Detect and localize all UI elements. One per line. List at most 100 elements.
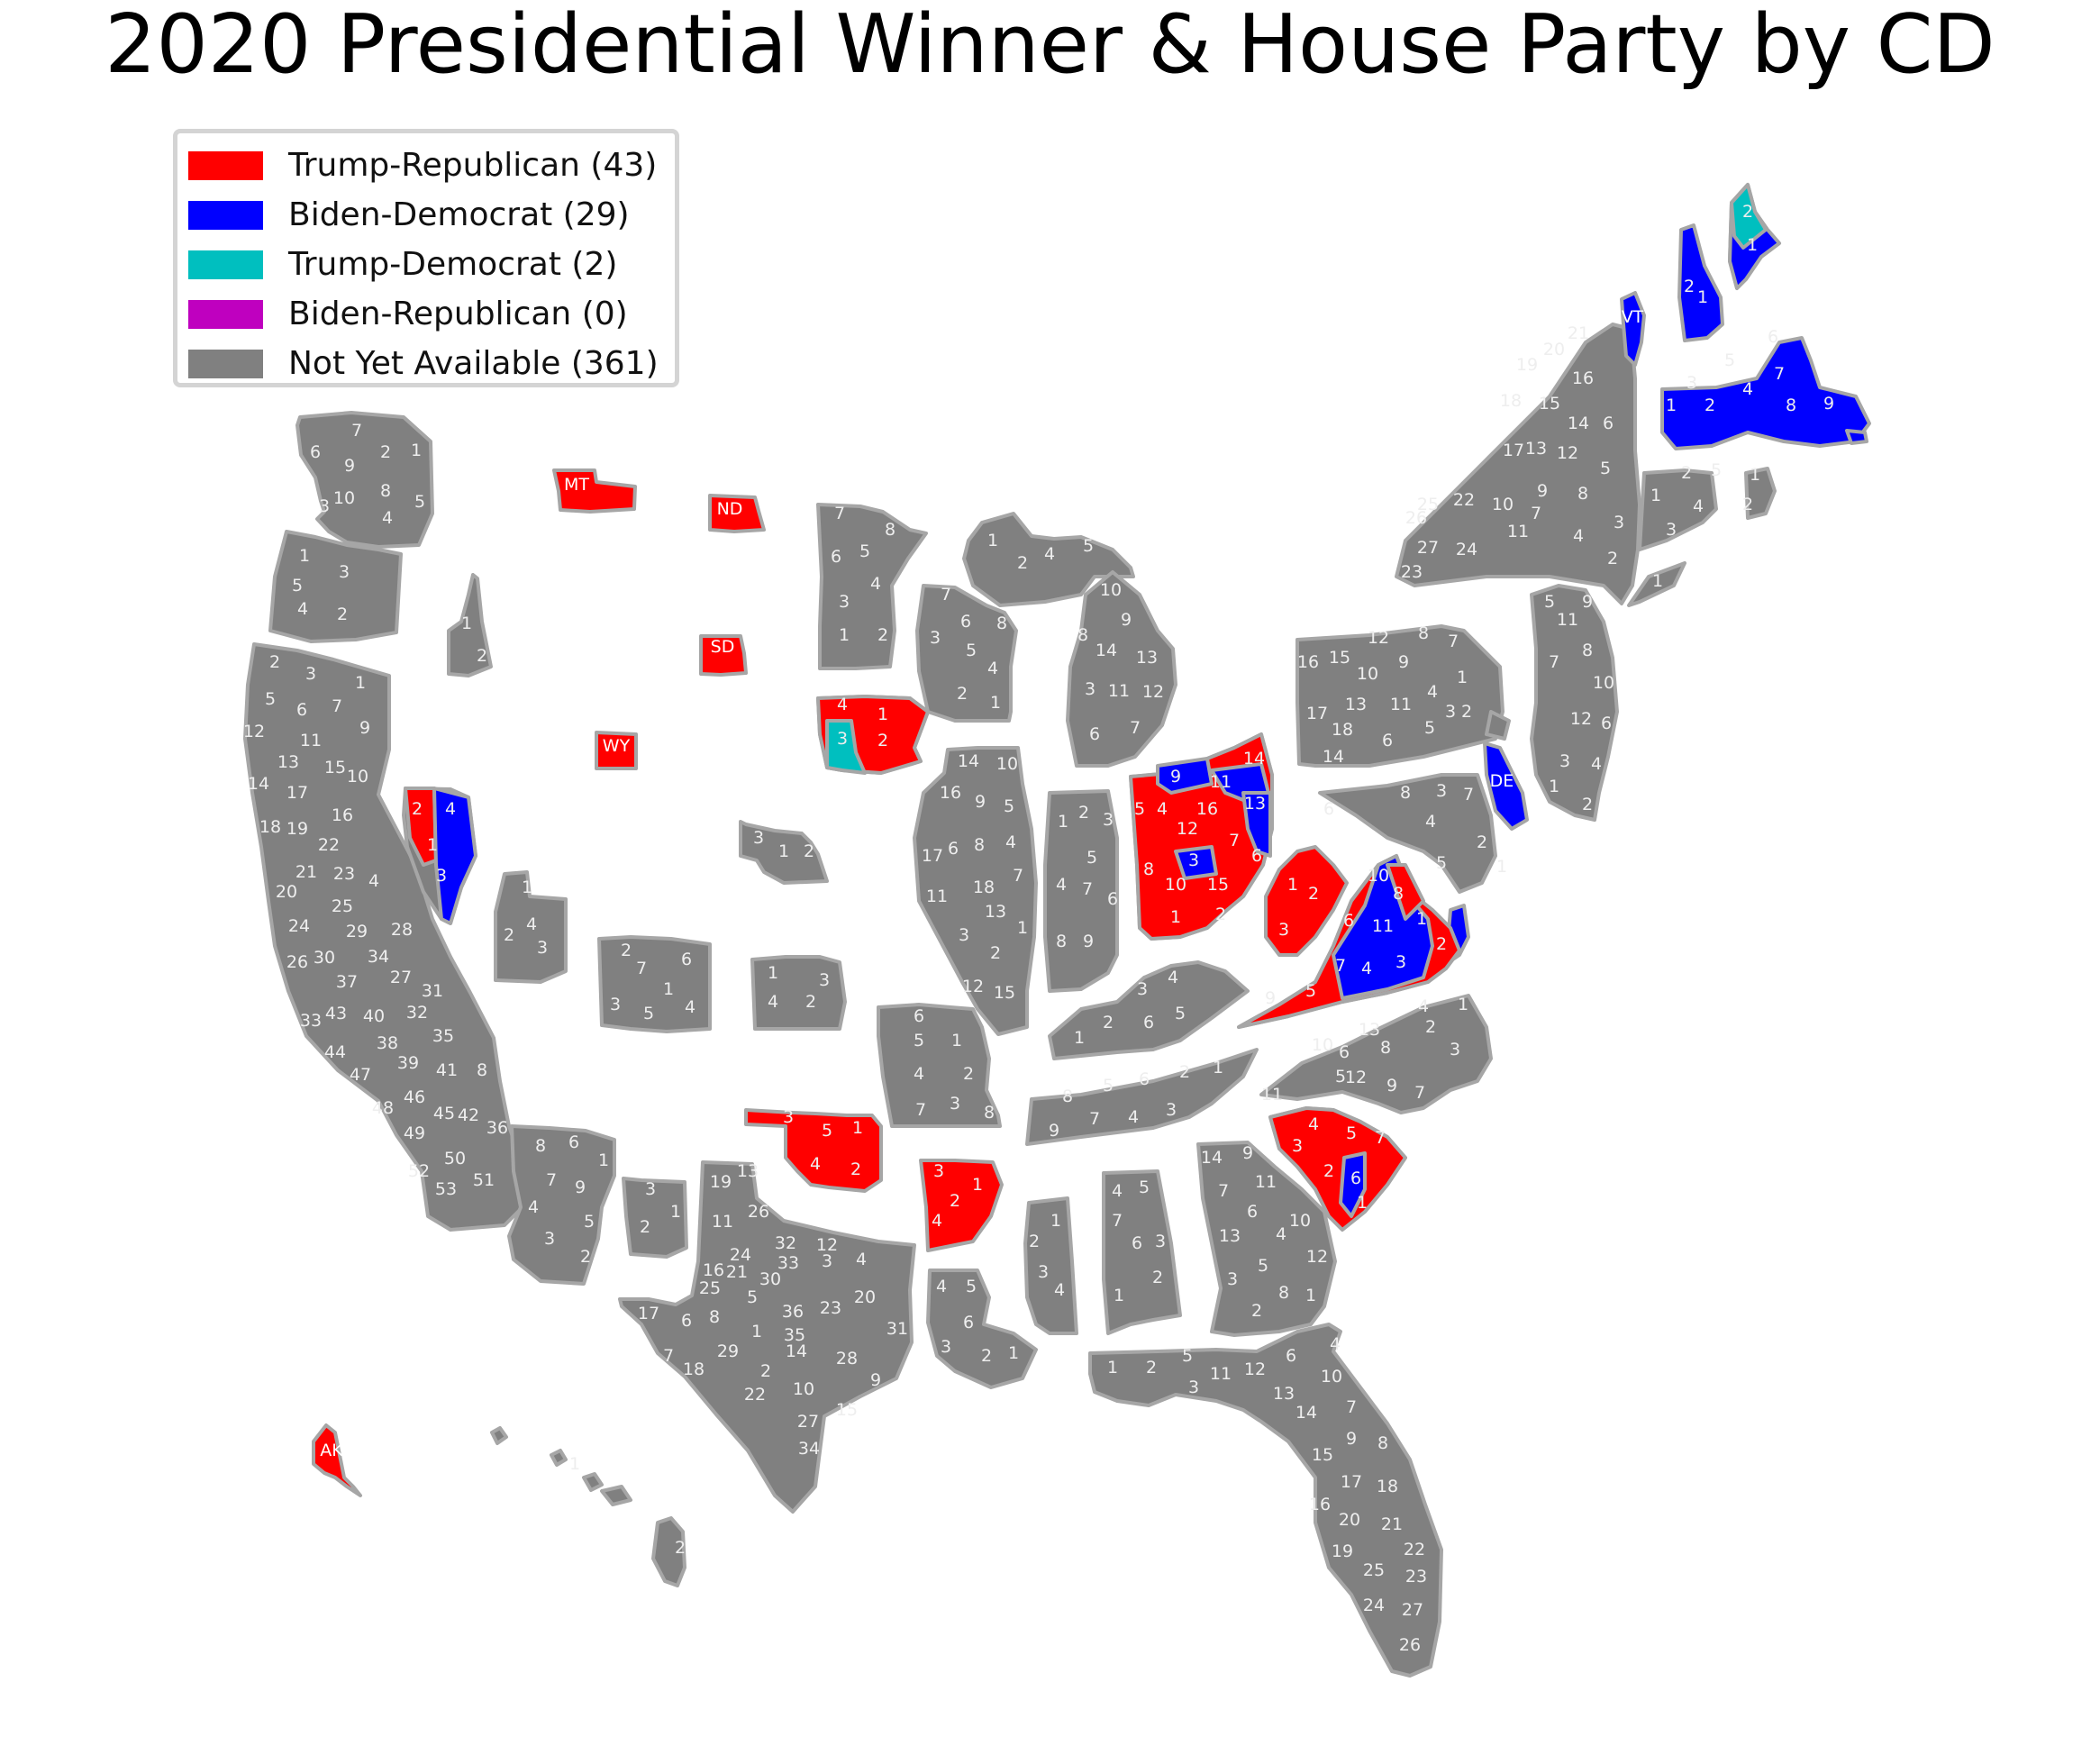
state-label: ND (717, 499, 743, 519)
district-label: 11 (712, 1212, 733, 1232)
district-label: 15 (1312, 1445, 1333, 1465)
district-label: 8 (1400, 783, 1411, 803)
state-mi (1066, 570, 1177, 768)
district-label: 5 (414, 492, 425, 512)
district-label: 11 (1390, 695, 1412, 714)
district-label: 5 (1134, 799, 1145, 819)
legend-swatch (188, 200, 263, 230)
district-label: 32 (775, 1233, 796, 1253)
legend-item-not-available: Not Yet Available (361) (185, 339, 675, 388)
district-label: 4 (870, 574, 881, 594)
district-region (1156, 757, 1214, 795)
district-label: 7 (1346, 1397, 1357, 1417)
district-label: 4 (856, 1250, 867, 1269)
district-label: 1 (1697, 287, 1708, 307)
district-label: 12 (962, 977, 984, 996)
district-label: 1 (987, 531, 998, 550)
district-label: 6 (1350, 1169, 1361, 1188)
district-label: 7 (351, 421, 362, 441)
district-label: 27 (390, 968, 412, 987)
district-label: 37 (336, 972, 358, 992)
state-nj (1530, 584, 1619, 822)
district-label: 48 (372, 1098, 394, 1118)
district-label: 5 (1182, 1346, 1193, 1366)
district-label: 8 (477, 1060, 487, 1080)
district-label: 3 (1103, 810, 1114, 830)
district-label: 8 (1056, 932, 1067, 951)
legend-item-trump-republican: Trump-Republican (43) (185, 141, 675, 190)
district-label: 17 (638, 1304, 659, 1323)
district-label: 11 (1372, 916, 1394, 936)
state-ne (739, 820, 829, 885)
district-label: 25 (699, 1278, 721, 1298)
district-label: 1 (1650, 486, 1661, 505)
district-label: 1 (972, 1175, 983, 1195)
district-label: 11 (1108, 681, 1130, 701)
district-label: 3 (959, 925, 969, 945)
district-region (1241, 791, 1272, 858)
district-label: 12 (1368, 628, 1389, 648)
district-label: 11 (1507, 522, 1529, 541)
district-label: 52 (408, 1161, 430, 1181)
state-de (1483, 741, 1529, 831)
district-label: 1 (1416, 909, 1427, 929)
district-label: 3 (1227, 1269, 1238, 1289)
district-label: 8 (1380, 1038, 1391, 1058)
district-label: 1 (778, 841, 789, 861)
legend-swatch (188, 349, 263, 378)
state-ar (919, 1159, 1004, 1252)
district-label: 18 (683, 1360, 705, 1379)
district-label: 9 (1265, 988, 1276, 1008)
legend-swatch (188, 299, 263, 329)
district-label: 39 (397, 1053, 419, 1073)
district-label: 6 (948, 839, 959, 859)
district-label: 3 (1559, 751, 1570, 771)
district-label: 1 (1213, 1058, 1223, 1078)
district-label: 2 (805, 992, 816, 1012)
district-label: 5 (1711, 460, 1722, 480)
state-fl (1088, 1323, 1443, 1678)
district-label: 8 (1278, 1283, 1289, 1303)
district-label: 19 (710, 1172, 732, 1192)
district-label: 2 (957, 684, 968, 704)
district-label: 5 (1139, 1178, 1150, 1197)
district-label: 46 (404, 1087, 425, 1107)
district-label: 4 (837, 695, 848, 714)
district-label: 17 (922, 846, 943, 866)
legend-swatch (188, 250, 263, 279)
district-label: 2 (1029, 1232, 1040, 1251)
district-label: 2 (1425, 1017, 1436, 1037)
district-label: 2 (1607, 549, 1618, 568)
district-label: 2 (1684, 277, 1695, 296)
district-label: 2 (804, 841, 814, 861)
district-label: 3 (783, 1107, 794, 1127)
district-label: 7 (915, 1100, 926, 1120)
district-label: 5 (1424, 718, 1435, 738)
state-al (1102, 1169, 1182, 1335)
district-label: 20 (276, 882, 297, 902)
district-label: 4 (1276, 1224, 1286, 1244)
district-label: 7 (1229, 831, 1240, 850)
district-label: 2 (1582, 795, 1593, 814)
district-label: 10 (333, 488, 355, 508)
district-label: 40 (363, 1006, 385, 1026)
district-label: 2 (1152, 1268, 1163, 1287)
district-label: 1 (461, 614, 472, 633)
district-label: 16 (703, 1260, 724, 1280)
district-label: 3 (1666, 520, 1677, 540)
state-ak (312, 1423, 362, 1497)
state-in (1043, 789, 1119, 993)
district-label: 12 (1557, 443, 1578, 463)
district-label: 3 (436, 866, 447, 886)
district-label: 23 (820, 1298, 841, 1318)
district-label: 2 (1215, 905, 1226, 924)
district-label: 18 (1332, 720, 1353, 740)
district-label: 10 (1593, 673, 1614, 693)
district-label: 14 (1323, 747, 1344, 767)
district-label: 7 (1375, 1128, 1386, 1148)
district-label: 1 (522, 878, 532, 897)
district-label: 16 (332, 805, 353, 825)
district-label: 2 (1179, 1062, 1190, 1082)
district-label: 9 (1537, 481, 1548, 501)
district-label: 5 (747, 1287, 758, 1307)
